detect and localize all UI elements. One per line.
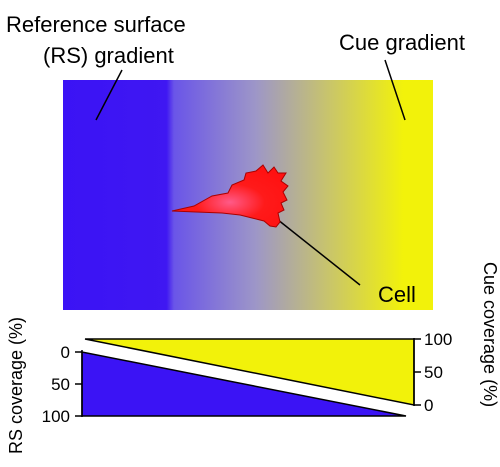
cue-axis-label: Cue coverage (%) [480, 262, 500, 407]
cue-tick-label-0: 0 [424, 396, 433, 415]
rs-tick-label-100: 100 [42, 407, 70, 426]
rs-tick-label-0: 0 [61, 343, 70, 362]
rs-gradient-label-line2: (RS) gradient [43, 43, 174, 68]
cell-icon [171, 164, 289, 228]
cue-gradient-label: Cue gradient [339, 30, 465, 55]
cue-tick-label-100: 100 [424, 330, 452, 349]
rs-axis-label: RS coverage (%) [6, 317, 26, 454]
rs-gradient-label-line1: Reference surface [6, 12, 186, 37]
cue-gradient-pointer [384, 59, 406, 121]
rs-gradient-pointer [95, 69, 123, 121]
cue-tick-label-50: 50 [424, 363, 443, 382]
rs-tick-label-50: 50 [51, 375, 70, 394]
cell-label: Cell [378, 282, 416, 307]
